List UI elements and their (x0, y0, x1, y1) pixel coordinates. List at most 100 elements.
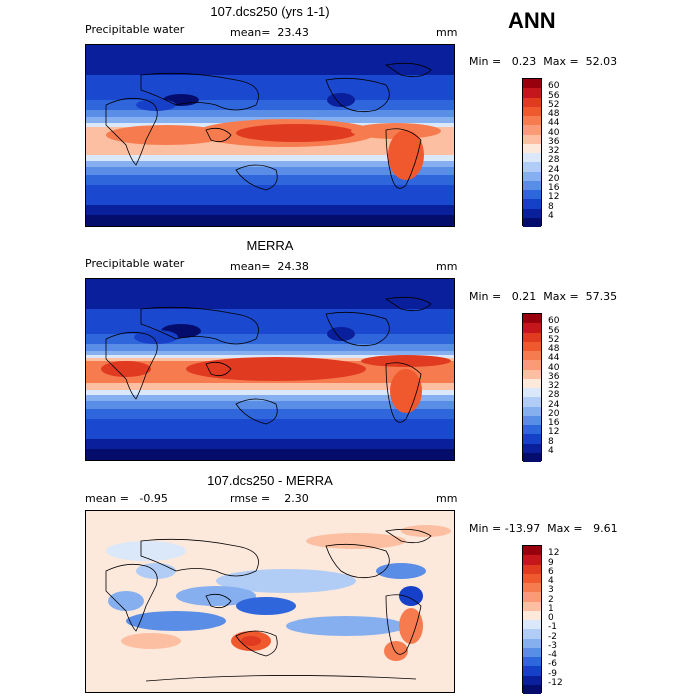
colorbar-swatch (523, 208, 541, 218)
colorbar-tick-label: 32 (548, 381, 560, 391)
colorbar-swatch (523, 217, 541, 227)
colorbar-swatch (523, 116, 541, 126)
colorbar-swatch (523, 415, 541, 425)
colorbar-swatch (523, 153, 541, 163)
colorbar-swatch (523, 434, 541, 444)
colorbar-swatch (523, 134, 541, 144)
panel3-unit-label: mm (436, 492, 458, 505)
colorbar-swatch (523, 323, 541, 333)
panel2-variable-label: Precipitable water (85, 257, 185, 270)
panel3-colorbar (522, 545, 542, 694)
colorbar-tick-label: 28 (548, 390, 560, 401)
colorbar-swatch (523, 629, 541, 639)
colorbar-tick-label: 44 (548, 118, 560, 129)
colorbar-swatch (523, 592, 541, 602)
colorbar-swatch (523, 162, 541, 172)
colorbar-swatch (523, 647, 541, 657)
colorbar-swatch (523, 106, 541, 116)
panel2-minmax: Min = 0.21 Max = 57.35 (469, 290, 618, 303)
colorbar-swatch (523, 638, 541, 648)
colorbar-tick-label: 52 (548, 334, 560, 345)
colorbar-swatch (523, 351, 541, 361)
panel3-mean-label: mean = -0.95 (85, 492, 168, 505)
panel1-variable-label: Precipitable water (85, 23, 185, 36)
colorbar-swatch (523, 314, 541, 324)
colorbar-tick-label: 8 (548, 436, 554, 447)
colorbar-swatch (523, 378, 541, 388)
colorbar-tick-label: 4 (548, 445, 554, 456)
colorbar-swatch (523, 425, 541, 435)
season-label: ANN (508, 8, 556, 33)
colorbar-tick-label: 52 (548, 99, 560, 110)
colorbar-tick-label: 32 (548, 146, 560, 156)
colorbar-tick-label: 20 (548, 408, 560, 419)
colorbar-tick-label: 1 (548, 603, 554, 614)
panel2-unit-label: mm (436, 260, 458, 273)
colorbar-swatch (523, 452, 541, 462)
colorbar-tick-label: 16 (548, 418, 560, 428)
colorbar-tick-label: 28 (548, 155, 560, 166)
colorbar-swatch (523, 657, 541, 667)
colorbar-swatch (523, 360, 541, 370)
colorbar-tick-label: 9 (548, 557, 554, 568)
colorbar-swatch (523, 555, 541, 565)
colorbar-tick-label: 60 (548, 81, 560, 92)
colorbar-tick-label: 2 (548, 594, 554, 605)
colorbar-swatch (523, 199, 541, 209)
panel2-title: MERRA (246, 238, 294, 253)
panel3-title: 107.dcs250 - MERRA (207, 473, 333, 488)
colorbar-tick-label: 8 (548, 201, 554, 212)
colorbar-tick-label: 44 (548, 353, 560, 364)
colorbar-tick-label: 56 (548, 325, 560, 336)
colorbar-swatch (523, 341, 541, 351)
colorbar-tick-label: 12 (548, 192, 560, 203)
colorbar-tick-label: 6 (548, 566, 554, 577)
colorbar-tick-label: 48 (548, 344, 560, 354)
colorbar-swatch (523, 610, 541, 620)
colorbar-tick-label: 48 (548, 109, 560, 119)
colorbar-tick-label: 0 (548, 613, 554, 623)
colorbar-tick-label: 36 (548, 136, 560, 147)
colorbar-tick-label: 56 (548, 90, 560, 101)
colorbar-swatch (523, 97, 541, 107)
colorbar-tick-label: 36 (548, 371, 560, 382)
panel1-mean-label: mean= 23.43 (230, 26, 309, 39)
colorbar-swatch (523, 675, 541, 685)
colorbar-swatch (523, 332, 541, 342)
colorbar-tick-label: 40 (548, 362, 560, 373)
colorbar-tick-label: -4 (548, 650, 557, 660)
panel2-map (85, 278, 455, 461)
colorbar-tick-label: 16 (548, 183, 560, 193)
colorbar-swatch (523, 388, 541, 398)
colorbar-tick-label: 12 (548, 548, 560, 559)
panel1-unit-label: mm (436, 26, 458, 39)
colorbar-swatch (523, 684, 541, 694)
panel1-title: 107.dcs250 (yrs 1-1) (210, 4, 330, 19)
colorbar-tick-label: 40 (548, 127, 560, 138)
colorbar-swatch (523, 171, 541, 181)
colorbar-swatch (523, 369, 541, 379)
colorbar-tick-label: 24 (548, 399, 560, 410)
colorbar-tick-label: 12 (548, 427, 560, 438)
colorbar-swatch (523, 666, 541, 676)
panel3-minmax: Min = -13.97 Max = 9.61 (469, 522, 618, 535)
colorbar-swatch (523, 546, 541, 556)
panel2-mean-label: mean= 24.38 (230, 260, 309, 273)
colorbar-swatch (523, 190, 541, 200)
colorbar-swatch (523, 573, 541, 583)
colorbar-tick-label: 60 (548, 316, 560, 327)
colorbar-tick-label: 3 (548, 585, 554, 596)
colorbar-tick-label: 4 (548, 210, 554, 221)
colorbar-swatch (523, 443, 541, 453)
panel3-map (85, 510, 455, 693)
colorbar-swatch (523, 88, 541, 98)
colorbar-tick-label: 24 (548, 164, 560, 175)
colorbar-swatch (523, 125, 541, 135)
colorbar-tick-label: 4 (548, 576, 554, 586)
colorbar-tick-label: -12 (548, 677, 563, 688)
colorbar-swatch (523, 79, 541, 89)
panel1-minmax: Min = 0.23 Max = 52.03 (469, 55, 618, 68)
panel1-colorbar (522, 78, 542, 227)
panel2-colorbar (522, 313, 542, 462)
colorbar-swatch (523, 620, 541, 630)
